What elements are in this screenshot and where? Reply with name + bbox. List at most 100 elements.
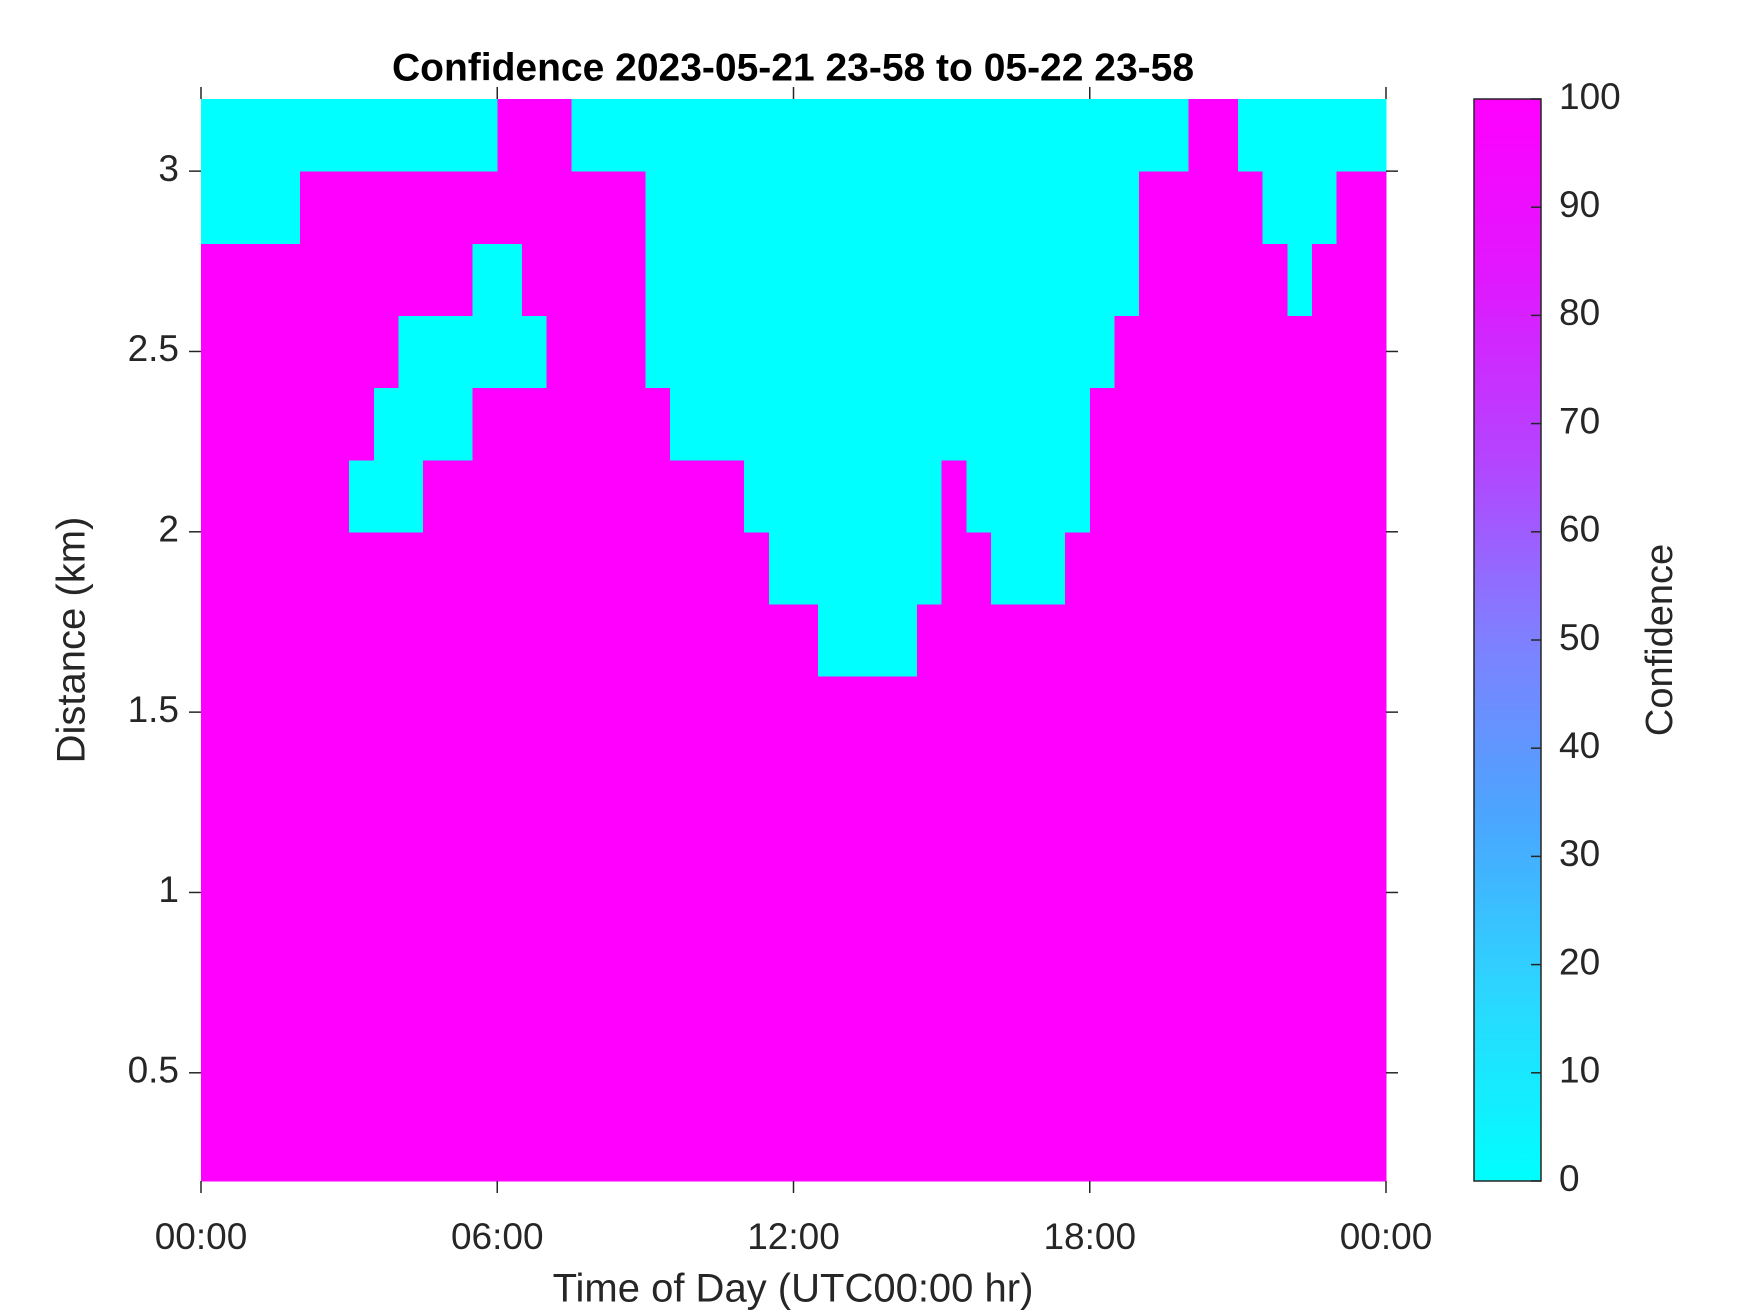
heatmap-cell xyxy=(1114,1108,1140,1182)
heatmap-cell xyxy=(645,748,671,821)
heatmap-cell xyxy=(398,820,424,894)
heatmap-cell xyxy=(571,748,597,821)
heatmap-cell xyxy=(546,1036,572,1110)
heatmap-cell xyxy=(275,459,301,533)
heatmap-cell xyxy=(941,1108,967,1182)
heatmap-cell xyxy=(793,892,819,966)
heatmap-cell xyxy=(744,964,770,1038)
heatmap-cell xyxy=(447,243,474,316)
heatmap-cell xyxy=(719,676,745,749)
heatmap-cell xyxy=(1311,676,1338,749)
heatmap-cell xyxy=(694,676,721,749)
heatmap-cell xyxy=(941,459,967,533)
heatmap-cell xyxy=(1188,315,1214,389)
heatmap-cell xyxy=(744,531,770,605)
heatmap-cell xyxy=(1015,531,1041,605)
heatmap-cell xyxy=(941,964,967,1038)
heatmap-cell xyxy=(768,171,795,244)
heatmap-cell xyxy=(472,820,498,894)
heatmap-cell xyxy=(966,171,992,244)
heatmap-cell xyxy=(645,820,671,894)
heatmap-cell xyxy=(1237,748,1264,821)
heatmap-cell xyxy=(571,531,597,605)
heatmap-cell xyxy=(1213,99,1239,172)
heatmap-cell xyxy=(1336,603,1362,677)
heatmap-cell xyxy=(1287,531,1313,605)
colorbar-tick-label: 100 xyxy=(1559,76,1621,117)
heatmap-cell xyxy=(1262,459,1288,533)
heatmap-cell xyxy=(1361,531,1387,605)
heatmap-cell xyxy=(867,99,893,172)
heatmap-cell xyxy=(793,820,819,894)
heatmap-cell xyxy=(719,531,745,605)
heatmap-cell xyxy=(744,99,770,172)
heatmap-cell xyxy=(1336,1036,1362,1110)
heatmap-cell xyxy=(201,99,227,172)
heatmap-cell xyxy=(1262,99,1288,172)
heatmap-cell xyxy=(620,387,646,461)
heatmap-cell xyxy=(1213,243,1239,316)
heatmap-cell xyxy=(620,820,646,894)
heatmap-cell xyxy=(867,315,893,389)
heatmap-cell xyxy=(1015,892,1041,966)
heatmap-cell xyxy=(1040,676,1066,749)
heatmap-cell xyxy=(1262,387,1288,461)
heatmap-cell xyxy=(941,820,967,894)
heatmap-cell xyxy=(768,459,795,533)
heatmap-cell xyxy=(546,603,572,677)
heatmap-cell xyxy=(1237,676,1264,749)
heatmap-cell xyxy=(1361,1108,1387,1182)
heatmap-cell xyxy=(472,892,498,966)
heatmap-cell xyxy=(867,531,893,605)
heatmap-cell xyxy=(324,820,350,894)
heatmap-cell xyxy=(1139,531,1165,605)
heatmap-cell xyxy=(423,315,449,389)
heatmap-cell xyxy=(1262,531,1288,605)
heatmap-cell xyxy=(744,1036,770,1110)
heatmap-cell xyxy=(324,1108,350,1182)
heatmap-cell xyxy=(571,387,597,461)
heatmap-cell xyxy=(892,603,918,677)
heatmap-cell xyxy=(793,1108,819,1182)
heatmap-cell xyxy=(472,171,498,244)
heatmap-cell xyxy=(1262,171,1288,244)
heatmap-cell xyxy=(818,1036,844,1110)
heatmap-cell xyxy=(521,820,548,894)
heatmap-cell xyxy=(497,676,523,749)
heatmap-cell xyxy=(1361,820,1387,894)
heatmap-cell xyxy=(1262,964,1288,1038)
heatmap-cell xyxy=(1213,892,1239,966)
heatmap-cell xyxy=(1139,892,1165,966)
heatmap-cell xyxy=(423,243,449,316)
heatmap-cell xyxy=(1188,892,1214,966)
heatmap-cell xyxy=(916,99,943,172)
heatmap-cell xyxy=(497,1036,523,1110)
heatmap-cell xyxy=(1089,99,1116,172)
y-tick-label: 0.5 xyxy=(128,1050,179,1091)
heatmap-cell xyxy=(250,1108,276,1182)
heatmap-cell xyxy=(793,964,819,1038)
heatmap-cell xyxy=(1114,171,1140,244)
heatmap-cell xyxy=(966,603,992,677)
heatmap-cell xyxy=(620,892,646,966)
heatmap-cell xyxy=(1262,603,1288,677)
heatmap-cell xyxy=(472,531,498,605)
heatmap-cell xyxy=(768,603,795,677)
heatmap-cell xyxy=(793,603,819,677)
heatmap-cell xyxy=(1015,1108,1041,1182)
heatmap-cell xyxy=(324,531,350,605)
heatmap-cell xyxy=(1213,531,1239,605)
heatmap-cell xyxy=(497,243,523,316)
heatmap-cell xyxy=(620,676,646,749)
heatmap-cell xyxy=(472,459,498,533)
x-tick-label: 12:00 xyxy=(747,1216,840,1257)
heatmap-cell xyxy=(1040,1036,1066,1110)
heatmap-cell xyxy=(1311,171,1338,244)
heatmap-cell xyxy=(966,1108,992,1182)
heatmap-cell xyxy=(793,315,819,389)
heatmap-cell xyxy=(497,964,523,1038)
heatmap-cell xyxy=(1065,748,1091,821)
heatmap-cell xyxy=(201,387,227,461)
heatmap-cell xyxy=(546,892,572,966)
x-axis-label: Time of Day (UTC00:00 hr) xyxy=(553,1267,1034,1311)
